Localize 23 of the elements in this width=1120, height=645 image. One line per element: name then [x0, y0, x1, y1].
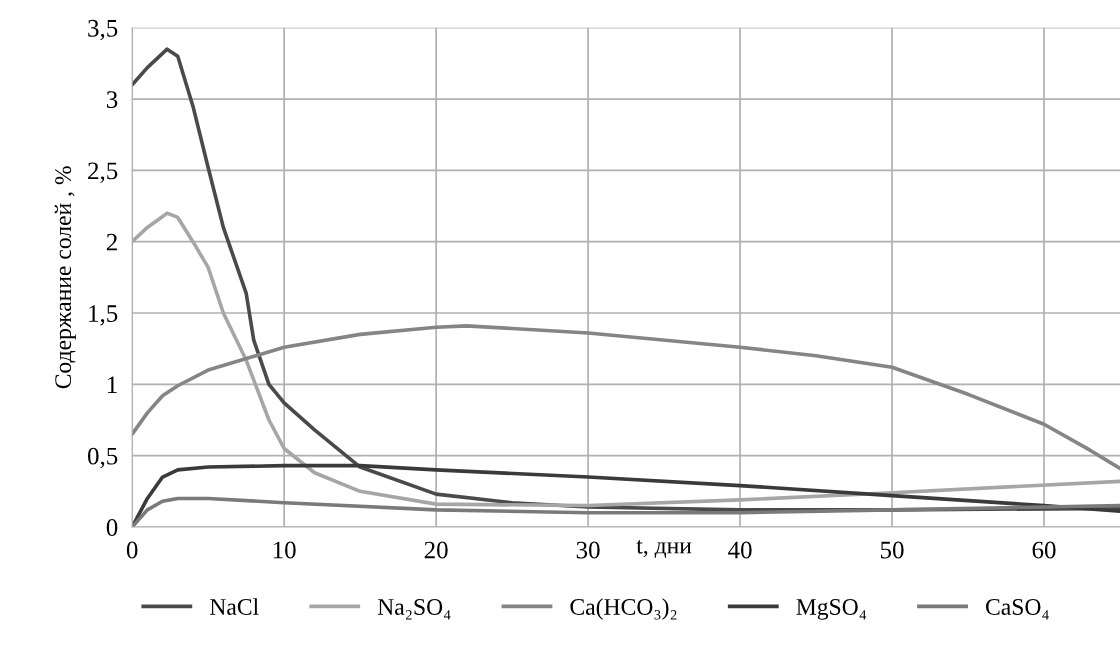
y-tick-label: 1,5 — [89, 305, 118, 326]
y-tick-label: 2,5 — [88, 162, 118, 183]
x-tick-label: 60 — [1032, 541, 1056, 559]
legend-label: NaCl — [210, 598, 259, 615]
legend-label: CaSO₄ — [986, 599, 1049, 620]
x-tick-label: 10 — [273, 541, 296, 559]
y-tick-label: 2 — [106, 233, 117, 251]
y-tick-label: 3,5 — [88, 19, 118, 41]
y-tick-label: 0 — [106, 519, 118, 536]
x-tick-label: 20 — [424, 541, 448, 559]
legend-label: Ca(HCO₃)₂ — [570, 598, 677, 620]
y-tick-label: 1 — [107, 376, 117, 393]
x-tick-label: 50 — [880, 541, 904, 559]
y-tick-label: 0,5 — [87, 447, 118, 469]
line-series — [132, 324, 1120, 471]
legend-label: MgSO₄ — [796, 599, 867, 620]
y-axis-title: Содержание солей , % — [54, 166, 76, 389]
y-tick-label: 3 — [106, 91, 118, 108]
legend-label: Na₂SO₄ — [377, 599, 451, 620]
x-axis-title: t, дни — [636, 540, 692, 558]
x-tick-label: 40 — [728, 541, 752, 559]
x-tick-label: 30 — [576, 541, 600, 559]
x-tick-label: 0 — [126, 541, 138, 559]
